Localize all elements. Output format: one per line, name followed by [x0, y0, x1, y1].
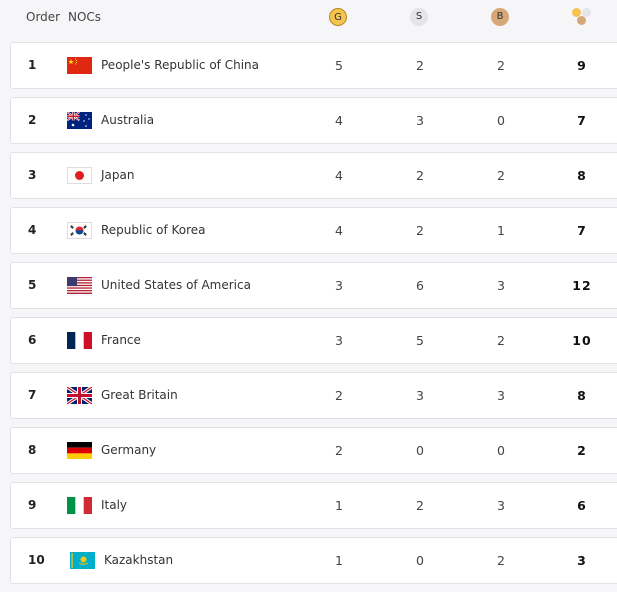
rank: 7	[28, 388, 37, 402]
italy-flag-icon	[67, 497, 92, 514]
gold-count: 1	[335, 553, 343, 568]
gold-count: 4	[335, 168, 343, 183]
rank: 8	[28, 443, 37, 457]
total-silver-dot	[582, 8, 591, 17]
silver-count: 5	[416, 333, 424, 348]
great-britain-flag-icon	[67, 387, 92, 404]
rank: 5	[28, 278, 37, 292]
australia-flag-icon	[67, 112, 92, 129]
gold-count: 1	[335, 498, 343, 513]
total-count: 10	[572, 333, 592, 348]
bronze-count: 1	[497, 223, 505, 238]
bronze-count: 0	[497, 113, 505, 128]
silver-count: 0	[416, 443, 424, 458]
total-count: 12	[572, 278, 592, 293]
rank: 9	[28, 498, 37, 512]
country-name[interactable]: Japan	[101, 168, 135, 182]
country-name[interactable]: Australia	[101, 113, 155, 127]
country-name[interactable]: Italy	[101, 498, 128, 512]
usa-flag-icon	[67, 277, 92, 294]
total-count: 2	[577, 443, 587, 458]
silver-count: 0	[416, 553, 424, 568]
rank: 4	[28, 223, 37, 237]
silver-count: 2	[416, 168, 424, 183]
gold-medal-icon[interactable]: G	[329, 8, 347, 26]
table-row[interactable]: 7 Great Britain 2 3 3 8	[10, 372, 617, 419]
rank: 2	[28, 113, 37, 127]
total-count: 7	[577, 223, 587, 238]
medal-table: 1 People's Republic of China 5 2 2 9 2 A…	[10, 42, 617, 592]
bronze-count: 3	[497, 388, 505, 403]
bronze-count: 2	[497, 168, 505, 183]
total-bronze-dot	[577, 16, 586, 25]
silver-count: 2	[416, 498, 424, 513]
silver-count: 3	[416, 388, 424, 403]
bronze-medal-icon[interactable]: B	[491, 8, 509, 26]
silver-count: 6	[416, 278, 424, 293]
table-row[interactable]: 8 Germany 2 0 0 2	[10, 427, 617, 474]
gold-count: 3	[335, 278, 343, 293]
total-gold-dot	[572, 8, 581, 17]
country-name[interactable]: United States of America	[101, 278, 251, 292]
total-count: 8	[577, 168, 587, 183]
rank: 10	[28, 553, 45, 567]
gold-count: 3	[335, 333, 343, 348]
france-flag-icon	[67, 332, 92, 349]
table-row[interactable]: 5 United States of America 3 6 3 12	[10, 262, 617, 309]
medal-table-header: Order NOCs G S B	[0, 0, 617, 36]
country-name[interactable]: France	[101, 333, 141, 347]
table-row[interactable]: 3 Japan 4 2 2 8	[10, 152, 617, 199]
rank: 1	[28, 58, 37, 72]
japan-flag-icon	[67, 167, 92, 184]
table-row[interactable]: 2 Australia 4 3 0 7	[10, 97, 617, 144]
total-count: 9	[577, 58, 587, 73]
order-column-header[interactable]: Order	[26, 10, 61, 24]
total-count: 3	[577, 553, 587, 568]
table-row[interactable]: 6 France 3 5 2 10	[10, 317, 617, 364]
nocs-column-header[interactable]: NOCs	[68, 10, 102, 24]
china-flag-icon	[67, 57, 92, 74]
table-row[interactable]: 1 People's Republic of China 5 2 2 9	[10, 42, 617, 89]
table-row[interactable]: 4 Republic of Korea 4 2 1 7	[10, 207, 617, 254]
country-name[interactable]: Republic of Korea	[101, 223, 206, 237]
total-count: 8	[577, 388, 587, 403]
gold-count: 4	[335, 113, 343, 128]
gold-count: 2	[335, 388, 343, 403]
silver-count: 2	[416, 58, 424, 73]
total-count: 6	[577, 498, 587, 513]
table-row[interactable]: 10 Kazakhstan 1 0 2 3	[10, 537, 617, 584]
table-row[interactable]: 9 Italy 1 2 3 6	[10, 482, 617, 529]
bronze-count: 3	[497, 498, 505, 513]
total-count: 7	[577, 113, 587, 128]
bronze-count: 2	[497, 553, 505, 568]
country-name[interactable]: Germany	[101, 443, 157, 457]
gold-count: 2	[335, 443, 343, 458]
korea-flag-icon	[67, 222, 92, 239]
total-medals-icon[interactable]	[570, 8, 594, 28]
bronze-count: 3	[497, 278, 505, 293]
country-name[interactable]: People's Republic of China	[101, 58, 259, 72]
bronze-count: 0	[497, 443, 505, 458]
silver-count: 3	[416, 113, 424, 128]
gold-count: 4	[335, 223, 343, 238]
rank: 6	[28, 333, 37, 347]
country-name[interactable]: Great Britain	[101, 388, 178, 402]
country-name[interactable]: Kazakhstan	[104, 553, 174, 567]
gold-count: 5	[335, 58, 343, 73]
bronze-count: 2	[497, 333, 505, 348]
silver-medal-icon[interactable]: S	[410, 8, 428, 26]
germany-flag-icon	[67, 442, 92, 459]
kazakhstan-flag-icon	[70, 552, 95, 569]
bronze-count: 2	[497, 58, 505, 73]
silver-count: 2	[416, 223, 424, 238]
rank: 3	[28, 168, 37, 182]
